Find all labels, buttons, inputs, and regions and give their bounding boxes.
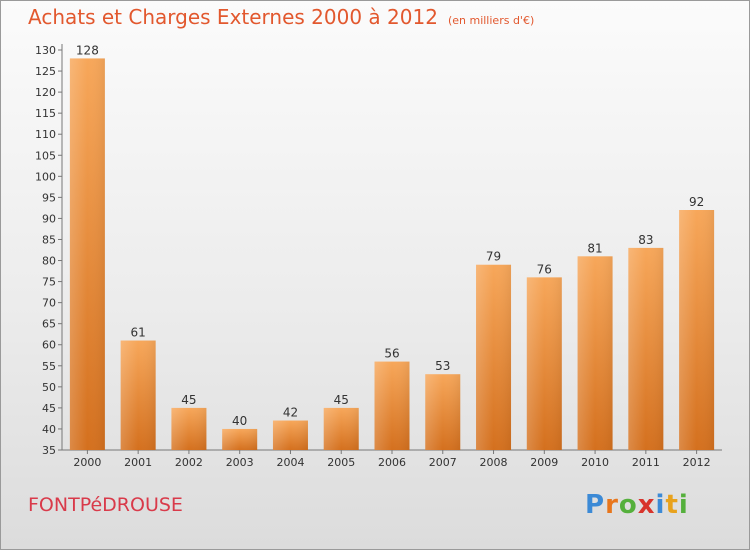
y-tick-label: 125 [35, 65, 56, 78]
x-tick-label-2008: 2008 [480, 456, 508, 469]
y-tick-label: 130 [35, 44, 56, 57]
bar-shade-2002 [171, 407, 207, 450]
y-tick-label: 100 [35, 170, 56, 183]
logo-letter: i [655, 490, 666, 520]
data-label-2000: 128 [76, 43, 99, 57]
data-label-2009: 76 [537, 262, 552, 276]
data-label-2001: 61 [131, 326, 146, 340]
x-tick-label-2007: 2007 [429, 456, 457, 469]
chart-title: Achats et Charges Externes 2000 à 2012 (e… [28, 5, 534, 29]
y-tick-label: 55 [42, 360, 56, 373]
y-tick-label: 75 [42, 276, 56, 289]
data-label-2007: 53 [435, 359, 450, 373]
x-tick-label-2002: 2002 [175, 456, 203, 469]
bar-shade-2006 [374, 361, 410, 450]
y-tick-label: 95 [42, 191, 56, 204]
x-tick-label-2001: 2001 [124, 456, 152, 469]
x-tick-label-2011: 2011 [632, 456, 660, 469]
x-tick-label-2009: 2009 [530, 456, 558, 469]
bar-shade-2004 [272, 420, 308, 450]
bar-shade-2010 [577, 256, 613, 450]
logo-letter: r [605, 490, 619, 520]
y-tick-label: 65 [42, 318, 56, 331]
data-label-2010: 81 [587, 241, 602, 255]
x-tick-label-2000: 2000 [73, 456, 101, 469]
y-tick-label: 90 [42, 212, 56, 225]
y-tick-label: 60 [42, 339, 56, 352]
bars [69, 58, 715, 450]
x-tick-label-2003: 2003 [226, 456, 254, 469]
bar-shade-2003 [222, 428, 258, 450]
y-tick-label: 85 [42, 233, 56, 246]
labels: 128 2000 61 2001 45 2002 40 2003 42 2004 45 2005 56 2… [73, 43, 710, 469]
proxiti-logo: Proxiti [585, 490, 689, 520]
x-tick-label-2005: 2005 [327, 456, 355, 469]
y-tick-label: 40 [42, 423, 56, 436]
data-label-2012: 92 [689, 195, 704, 209]
data-label-2003: 40 [232, 414, 247, 428]
x-tick-label-2004: 2004 [276, 456, 304, 469]
logo-letter: i [678, 490, 689, 520]
y-tick-label: 115 [35, 107, 56, 120]
x-tick-label-2006: 2006 [378, 456, 406, 469]
chart-title-text: Achats et Charges Externes 2000 à 2012 [28, 5, 438, 29]
data-label-2008: 79 [486, 250, 501, 264]
bar-shade-2001 [120, 340, 156, 450]
bar-shade-2007 [425, 374, 461, 450]
y-tick-label: 45 [42, 402, 56, 415]
data-label-2004: 42 [283, 406, 298, 420]
logo-letter: t [665, 490, 679, 520]
bar-shade-2011 [628, 247, 664, 450]
bar-shade-2000 [69, 58, 105, 450]
y-tick-label: 110 [35, 128, 56, 141]
data-label-2002: 45 [181, 393, 196, 407]
y-tick-label: 35 [42, 444, 56, 457]
bar-shade-2005 [323, 407, 359, 450]
y-tick-label: 50 [42, 381, 56, 394]
y-tick-label: 70 [42, 297, 56, 310]
data-label-2005: 45 [334, 393, 349, 407]
bar-shade-2009 [526, 277, 562, 450]
x-tick-label-2012: 2012 [683, 456, 711, 469]
x-tick-label-2010: 2010 [581, 456, 609, 469]
commune-name: FONTPéDROUSE [28, 494, 183, 516]
chart-unit: (en milliers d'€) [447, 14, 535, 27]
bar-shade-2008 [476, 264, 512, 450]
logo-letter: x [637, 490, 656, 520]
data-label-2006: 56 [384, 347, 399, 361]
logo-letter: o [618, 490, 638, 520]
y-tick-label: 105 [35, 149, 56, 162]
logo-letter: P [585, 490, 606, 520]
data-label-2011: 83 [638, 233, 653, 247]
y-tick-label: 120 [35, 86, 56, 99]
bar-shade-2012 [679, 210, 715, 450]
y-tick-label: 80 [42, 255, 56, 268]
